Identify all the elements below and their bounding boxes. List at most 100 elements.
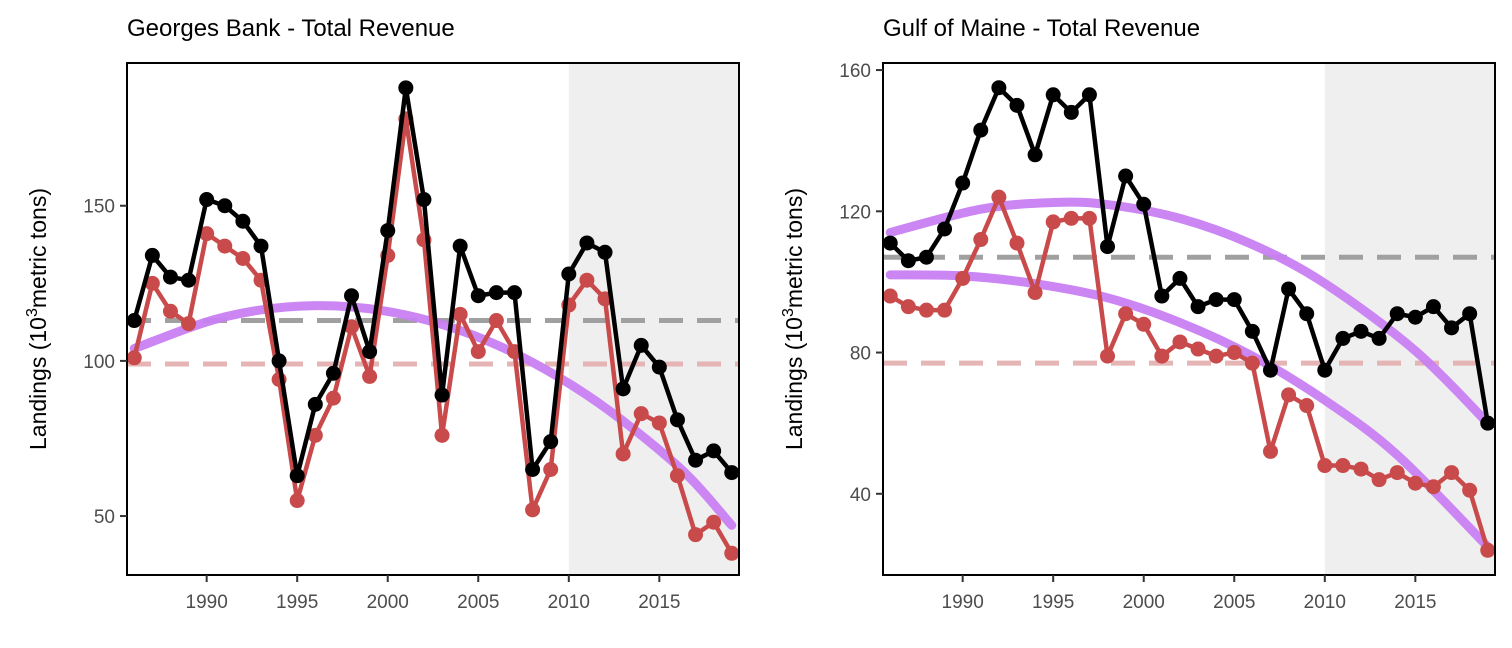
data-point	[543, 461, 559, 477]
data-point	[1335, 458, 1351, 474]
data-point	[1154, 348, 1170, 364]
y-tick-label: 40	[850, 485, 871, 506]
data-point	[217, 198, 233, 214]
data-point	[1009, 235, 1025, 251]
data-point	[900, 299, 916, 315]
data-point	[1444, 320, 1460, 336]
chart-panel-2: Gulf of Maine - Total Revenue 1990 1995 200…	[780, 15, 1496, 613]
data-point	[1371, 472, 1387, 488]
data-point	[991, 189, 1007, 205]
chart-panel-1: Georges Bank - Total Revenue 1990 1995 2000…	[24, 15, 740, 613]
y-tick-label: 50	[94, 507, 115, 528]
data-point	[579, 272, 595, 288]
data-point	[1172, 334, 1188, 350]
data-point	[615, 381, 631, 397]
y-tick-label: 160	[839, 61, 871, 82]
y-tick-label: 80	[850, 344, 871, 365]
data-point	[1154, 288, 1170, 304]
x-tick-label: 2015	[1394, 592, 1436, 613]
series-line-2	[889, 194, 1490, 551]
data-point	[362, 344, 378, 360]
data-point	[706, 514, 722, 530]
data-point	[651, 415, 667, 431]
data-point	[1299, 306, 1315, 322]
data-point	[307, 427, 323, 443]
data-point	[488, 285, 504, 301]
x-tick-label: 1995	[276, 592, 318, 613]
data-point	[1407, 475, 1423, 491]
data-point	[398, 80, 414, 96]
data-point	[688, 452, 704, 468]
x-tick-label: 1990	[942, 592, 984, 613]
data-point	[1027, 285, 1043, 301]
data-point	[217, 238, 233, 254]
data-point	[1335, 330, 1351, 346]
data-point	[1190, 299, 1206, 315]
data-point	[883, 235, 898, 251]
data-point	[325, 365, 341, 381]
data-point	[434, 427, 450, 443]
data-point	[1317, 362, 1333, 378]
data-point	[1100, 348, 1116, 364]
data-point	[1045, 214, 1061, 230]
data-point	[416, 192, 432, 208]
data-point	[1136, 316, 1152, 332]
data-point	[1118, 168, 1134, 184]
data-point	[918, 249, 934, 265]
data-point	[253, 238, 269, 254]
data-point	[955, 175, 971, 191]
data-point	[724, 465, 739, 481]
data-point	[1353, 461, 1369, 477]
y-tick-label: 100	[83, 352, 115, 373]
data-point	[1027, 147, 1043, 163]
data-point	[1353, 323, 1369, 339]
data-point	[1389, 465, 1405, 481]
y-tick-label: 150	[83, 197, 115, 218]
series-line-1	[132, 85, 734, 478]
data-point	[1480, 542, 1495, 558]
data-point	[181, 316, 197, 332]
trend-curve-2	[885, 270, 1493, 552]
data-point	[724, 545, 739, 561]
data-point	[651, 359, 667, 375]
data-point	[1389, 306, 1405, 322]
data-point	[452, 238, 468, 254]
data-point	[162, 269, 178, 285]
data-point	[1299, 398, 1315, 414]
data-point	[199, 192, 215, 208]
data-point	[1045, 87, 1061, 103]
x-tick-label: 1990	[186, 592, 228, 613]
data-point	[1190, 341, 1206, 357]
data-point	[991, 80, 1007, 96]
data-point	[1063, 104, 1079, 120]
data-point	[1262, 443, 1278, 459]
series-line-1	[888, 85, 1490, 424]
data-point	[937, 302, 953, 318]
data-point	[470, 288, 486, 304]
y-axis-label: Landings (103metric tons)	[780, 188, 807, 450]
y-axis-label: Landings (103metric tons)	[24, 188, 51, 450]
plot-frame	[882, 62, 1496, 576]
data-point	[1244, 355, 1260, 371]
x-tick-label: 2015	[638, 592, 680, 613]
x-tick-label: 1995	[1032, 592, 1074, 613]
data-point	[1081, 210, 1097, 226]
data-point	[1226, 292, 1242, 308]
data-point	[615, 446, 631, 462]
data-point	[325, 390, 341, 406]
data-point	[127, 313, 142, 329]
data-point	[307, 396, 323, 412]
data-point	[488, 313, 504, 329]
series-line-2	[132, 116, 734, 555]
data-point	[561, 266, 577, 282]
data-point	[235, 213, 251, 229]
data-point	[1172, 270, 1188, 286]
data-point	[144, 275, 160, 291]
x-tick-label: 2010	[548, 592, 590, 613]
x-tick-label: 2005	[1213, 592, 1255, 613]
data-point	[525, 461, 541, 477]
data-point	[344, 319, 360, 335]
data-point	[344, 288, 360, 304]
data-point	[1462, 306, 1478, 322]
